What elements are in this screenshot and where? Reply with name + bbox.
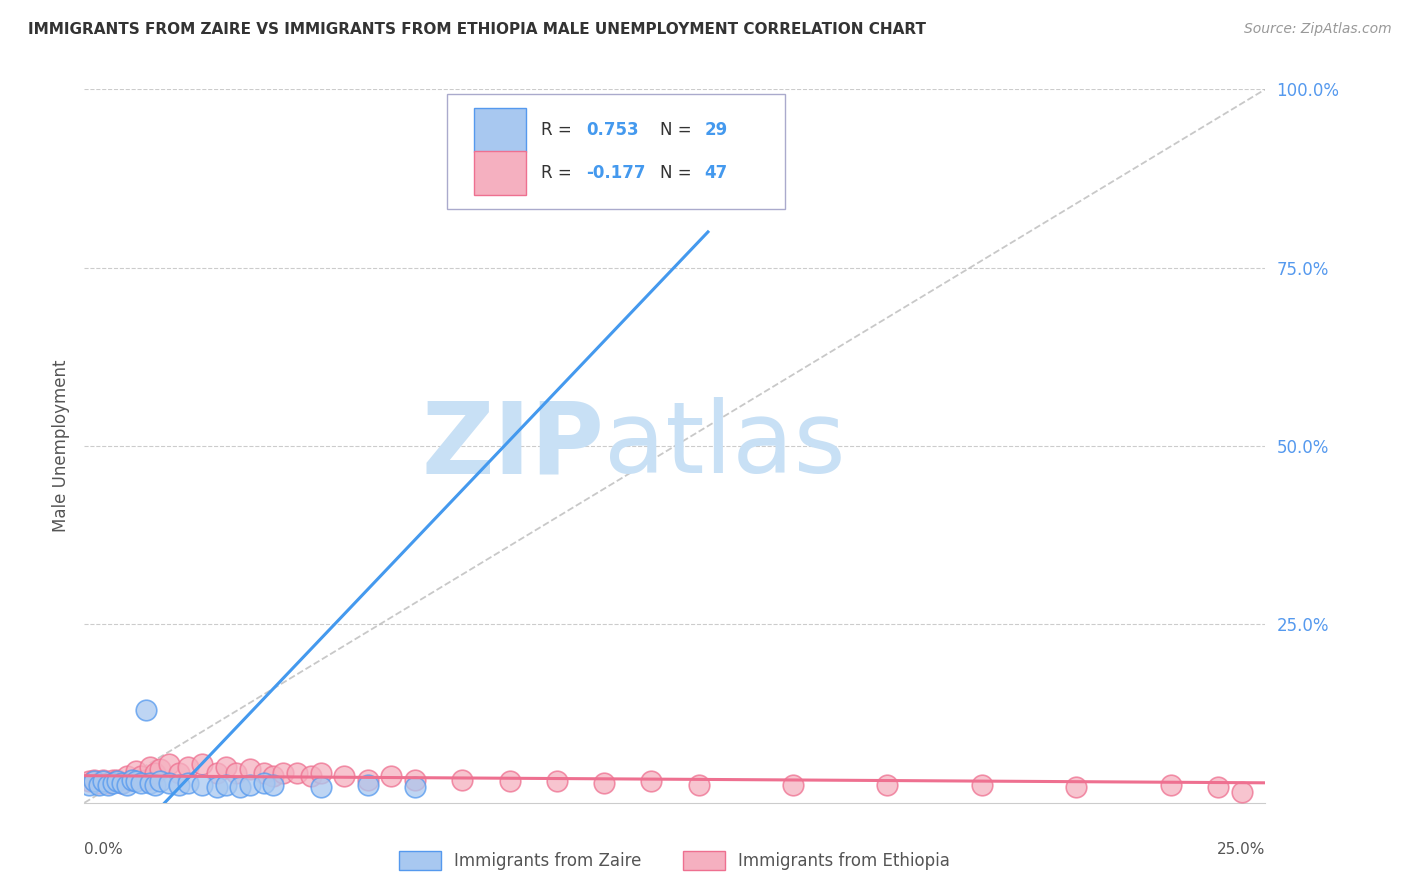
Point <box>498 774 520 789</box>
Point <box>215 760 238 774</box>
Point <box>404 772 426 787</box>
Point <box>970 778 993 792</box>
Point <box>125 764 148 778</box>
Point <box>121 772 143 787</box>
Point <box>876 778 898 792</box>
Point <box>1066 780 1088 794</box>
Point <box>91 774 114 789</box>
Point <box>77 774 100 789</box>
Point <box>91 772 114 787</box>
Point <box>239 762 262 776</box>
Point <box>101 776 124 790</box>
Text: N =: N = <box>659 164 696 182</box>
Point <box>111 776 134 790</box>
Point <box>253 765 276 780</box>
Point <box>177 760 200 774</box>
Point <box>87 778 110 792</box>
FancyBboxPatch shape <box>447 95 785 209</box>
Point <box>205 765 228 780</box>
Point <box>167 765 190 780</box>
Point <box>299 769 322 783</box>
Point <box>115 778 138 792</box>
Point <box>262 769 284 783</box>
Point <box>404 780 426 794</box>
Point <box>309 780 332 794</box>
Point <box>1230 785 1253 799</box>
Point <box>157 776 180 790</box>
Text: -0.177: -0.177 <box>586 164 645 182</box>
Point <box>129 776 152 790</box>
Text: R =: R = <box>541 121 578 139</box>
Point <box>688 778 710 792</box>
Point <box>253 776 276 790</box>
Point <box>593 776 616 790</box>
Point <box>139 776 162 790</box>
Point <box>177 776 200 790</box>
Point <box>1160 778 1182 792</box>
Point <box>262 778 284 792</box>
Point <box>77 778 100 792</box>
Point <box>229 780 252 794</box>
Point <box>83 772 105 787</box>
Point <box>1206 780 1229 794</box>
Point <box>205 780 228 794</box>
FancyBboxPatch shape <box>474 152 526 194</box>
Text: atlas: atlas <box>605 398 845 494</box>
Point <box>451 772 474 787</box>
Point <box>111 776 134 790</box>
Point <box>107 774 129 789</box>
Point <box>143 765 166 780</box>
Legend: Immigrants from Zaire, Immigrants from Ethiopia: Immigrants from Zaire, Immigrants from E… <box>392 844 957 877</box>
FancyBboxPatch shape <box>474 109 526 152</box>
Point <box>149 774 172 789</box>
Point <box>97 778 120 792</box>
Point <box>546 774 568 789</box>
Text: 29: 29 <box>704 121 728 139</box>
Point <box>225 765 247 780</box>
Text: R =: R = <box>541 164 578 182</box>
Text: 47: 47 <box>704 164 728 182</box>
Point <box>380 769 402 783</box>
Point <box>97 776 120 790</box>
Point <box>215 778 238 792</box>
Point <box>125 774 148 789</box>
Point <box>129 769 152 783</box>
Point <box>191 756 214 771</box>
Text: 0.753: 0.753 <box>586 121 638 139</box>
Point <box>157 756 180 771</box>
Point <box>107 772 129 787</box>
Point <box>121 772 143 787</box>
Point <box>101 772 124 787</box>
Point <box>167 778 190 792</box>
Point <box>139 760 162 774</box>
Point <box>357 778 380 792</box>
Point <box>309 765 332 780</box>
Point <box>640 774 662 789</box>
Point <box>143 778 166 792</box>
Point <box>87 776 110 790</box>
Text: 0.0%: 0.0% <box>84 842 124 857</box>
Text: IMMIGRANTS FROM ZAIRE VS IMMIGRANTS FROM ETHIOPIA MALE UNEMPLOYMENT CORRELATION : IMMIGRANTS FROM ZAIRE VS IMMIGRANTS FROM… <box>28 22 927 37</box>
Point <box>191 778 214 792</box>
Point <box>115 769 138 783</box>
Point <box>271 765 294 780</box>
Text: N =: N = <box>659 121 696 139</box>
Point <box>333 769 356 783</box>
Point <box>357 772 380 787</box>
Point <box>83 774 105 789</box>
Point <box>135 772 157 787</box>
Text: 25.0%: 25.0% <box>1218 842 1265 857</box>
Text: ZIP: ZIP <box>422 398 605 494</box>
Point <box>239 778 262 792</box>
Text: Source: ZipAtlas.com: Source: ZipAtlas.com <box>1244 22 1392 37</box>
Point <box>135 703 157 717</box>
Point <box>782 778 804 792</box>
Point <box>149 762 172 776</box>
Point <box>285 765 308 780</box>
Y-axis label: Male Unemployment: Male Unemployment <box>52 359 70 533</box>
